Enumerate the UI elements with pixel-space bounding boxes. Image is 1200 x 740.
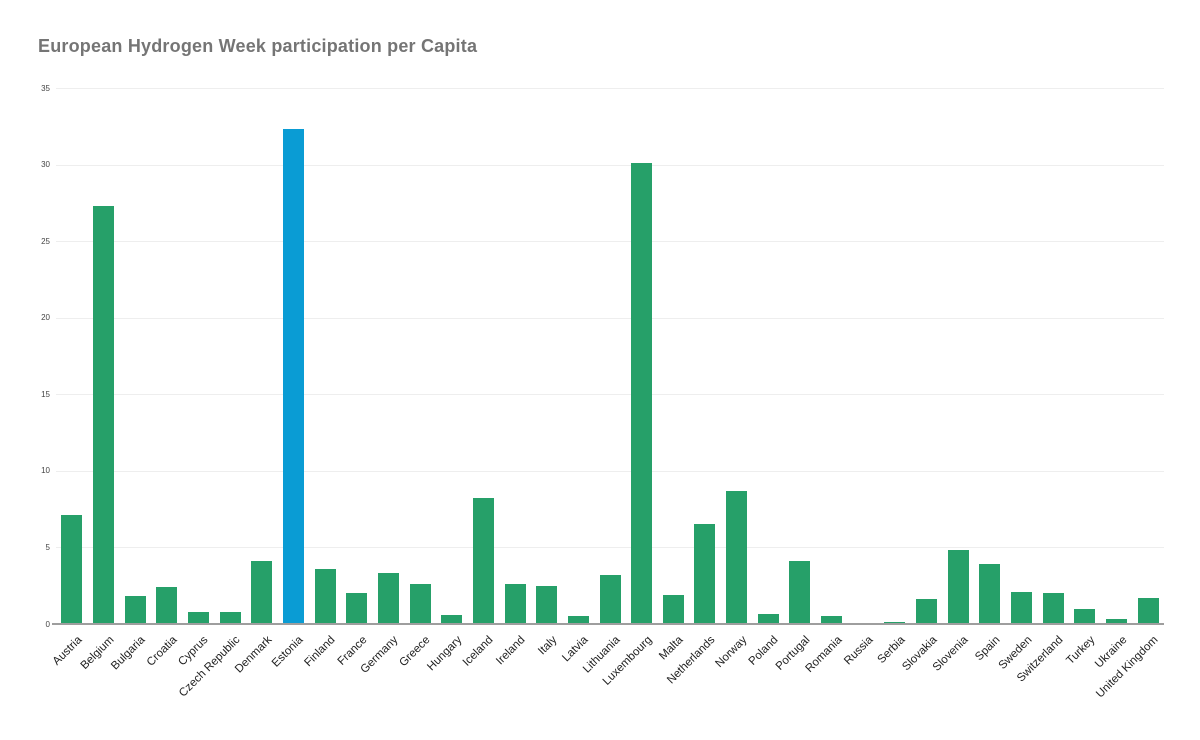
y-axis-tick-15: 15 [41, 389, 50, 399]
gridline-y-15 [56, 394, 1164, 396]
bar-italy[interactable] [536, 586, 558, 624]
bar-estonia[interactable] [282, 129, 304, 624]
bar-bulgaria[interactable] [124, 596, 146, 624]
bar-malta[interactable] [662, 595, 684, 624]
bar-luxembourg[interactable] [631, 163, 653, 624]
bar-croatia[interactable] [156, 587, 178, 624]
gridline-y-25 [56, 241, 1164, 243]
y-axis-tick-20: 20 [41, 313, 50, 323]
bar-germany[interactable] [377, 573, 399, 624]
gridline-y-10 [56, 470, 1164, 472]
bar-united-kingdom[interactable] [1137, 598, 1159, 624]
gridline-y-30 [56, 164, 1164, 166]
chart-title: European Hydrogen Week participation per… [38, 36, 478, 56]
bar-france[interactable] [346, 593, 368, 624]
y-axis-tick-35: 35 [41, 83, 50, 93]
bar-portugal[interactable] [789, 561, 811, 624]
y-axis-tick-5: 5 [45, 542, 50, 552]
gridline-y-5 [56, 547, 1164, 549]
bar-switzerland[interactable] [1042, 593, 1064, 624]
bar-finland[interactable] [314, 569, 336, 624]
bar-greece[interactable] [409, 584, 431, 624]
bar-ukraine[interactable] [1106, 619, 1127, 624]
bar-latvia[interactable] [567, 616, 589, 624]
bar-romania[interactable] [821, 616, 843, 624]
bar-austria[interactable] [61, 515, 83, 624]
bar-denmark[interactable] [251, 561, 273, 624]
bar-ireland[interactable] [504, 584, 526, 624]
bar-cyprus[interactable] [187, 612, 209, 624]
bar-poland[interactable] [757, 614, 779, 624]
y-axis-tick-30: 30 [41, 160, 50, 170]
x-axis-line [52, 623, 1164, 625]
bar-lithuania[interactable] [599, 575, 621, 624]
bar-czech-republic[interactable] [219, 612, 241, 624]
bar-belgium[interactable] [92, 206, 114, 624]
gridline-y-20 [56, 317, 1164, 319]
bar-slovakia[interactable] [916, 599, 938, 624]
y-axis-tick-10: 10 [41, 466, 50, 476]
bar-sweden[interactable] [1011, 592, 1033, 624]
bar-turkey[interactable] [1074, 609, 1096, 624]
bar-hungary[interactable] [441, 615, 463, 624]
y-axis-tick-25: 25 [41, 236, 50, 246]
gridline-y-35 [56, 88, 1164, 89]
y-axis-tick-0: 0 [45, 619, 50, 629]
bar-netherlands[interactable] [694, 524, 716, 624]
bar-norway[interactable] [726, 491, 748, 624]
bar-spain[interactable] [979, 564, 1001, 624]
bar-iceland[interactable] [472, 498, 494, 624]
bar-slovenia[interactable] [947, 550, 969, 624]
